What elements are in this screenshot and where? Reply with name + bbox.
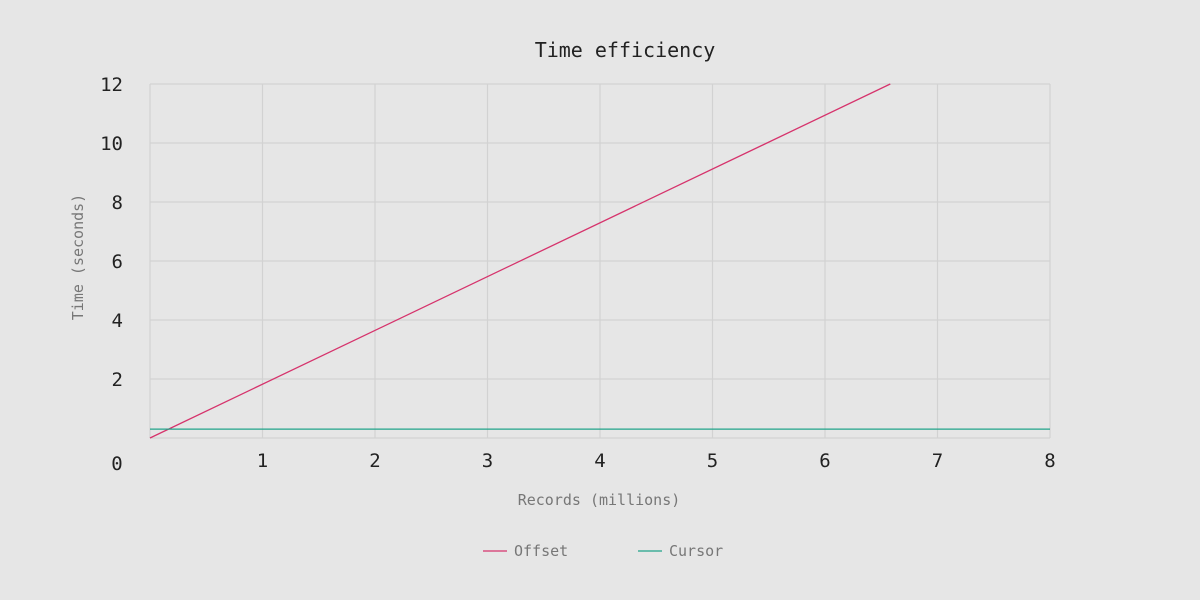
legend-label-cursor: Cursor bbox=[669, 542, 723, 560]
legend: Offset Cursor bbox=[483, 542, 723, 560]
x-tick-label: 6 bbox=[819, 450, 830, 472]
y-tick-label: 12 bbox=[100, 74, 123, 96]
series-lines bbox=[149, 83, 1050, 439]
origin-tick-label: 0 bbox=[111, 453, 122, 475]
x-tick-label: 8 bbox=[1044, 450, 1055, 472]
x-tick-label: 4 bbox=[594, 450, 605, 472]
y-tick-label: 6 bbox=[112, 251, 123, 273]
x-tick-label: 3 bbox=[482, 450, 493, 472]
y-axis-ticks: 2 4 6 8 10 12 bbox=[100, 74, 123, 391]
x-axis-label: Records (millions) bbox=[518, 491, 681, 509]
y-tick-label: 2 bbox=[112, 369, 123, 391]
y-tick-label: 4 bbox=[112, 310, 123, 332]
x-axis-ticks: 1 2 3 4 5 6 7 8 bbox=[257, 450, 1056, 472]
y-tick-label: 8 bbox=[112, 192, 123, 214]
legend-label-offset: Offset bbox=[514, 542, 568, 560]
series-line-offset bbox=[149, 83, 891, 439]
chart-title: Time efficiency bbox=[535, 38, 716, 62]
y-axis-label: Time (seconds) bbox=[69, 194, 87, 320]
y-tick-label: 10 bbox=[100, 133, 123, 155]
x-tick-label: 7 bbox=[932, 450, 943, 472]
x-tick-label: 2 bbox=[369, 450, 380, 472]
grid-lines bbox=[149, 83, 1051, 439]
x-tick-label: 5 bbox=[707, 450, 718, 472]
x-tick-label: 1 bbox=[257, 450, 268, 472]
